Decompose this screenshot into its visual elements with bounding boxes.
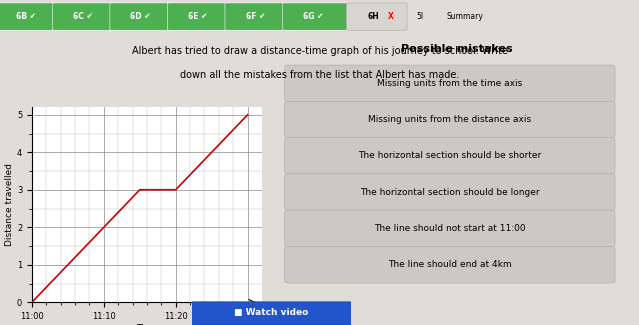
FancyBboxPatch shape bbox=[285, 101, 615, 138]
X-axis label: Time: Time bbox=[136, 324, 158, 325]
Text: The line should end at 4km: The line should end at 4km bbox=[388, 260, 512, 269]
Text: The line should not start at 11:00: The line should not start at 11:00 bbox=[374, 224, 526, 233]
Text: 5I: 5I bbox=[416, 12, 424, 21]
Text: Albert has tried to draw a distance-time graph of his journey to school. Write: Albert has tried to draw a distance-time… bbox=[132, 46, 507, 56]
Text: 6C ✔: 6C ✔ bbox=[73, 12, 93, 21]
Y-axis label: Distance travelled: Distance travelled bbox=[5, 163, 14, 246]
FancyBboxPatch shape bbox=[285, 65, 615, 102]
Text: 6F ✔: 6F ✔ bbox=[246, 12, 266, 21]
FancyBboxPatch shape bbox=[285, 246, 615, 283]
FancyBboxPatch shape bbox=[285, 210, 615, 247]
Text: Missing units from the distance axis: Missing units from the distance axis bbox=[368, 115, 532, 124]
FancyBboxPatch shape bbox=[110, 3, 177, 30]
Text: ■ Watch video: ■ Watch video bbox=[235, 308, 309, 317]
Text: down all the mistakes from the list that Albert has made.: down all the mistakes from the list that… bbox=[180, 70, 459, 80]
Text: 6B ✔: 6B ✔ bbox=[16, 12, 36, 21]
FancyBboxPatch shape bbox=[187, 302, 357, 325]
FancyBboxPatch shape bbox=[0, 3, 62, 30]
Text: The horizontal section should be shorter: The horizontal section should be shorter bbox=[358, 151, 541, 161]
FancyBboxPatch shape bbox=[282, 3, 350, 30]
Text: 6H: 6H bbox=[367, 12, 379, 21]
Text: Missing units from the time axis: Missing units from the time axis bbox=[377, 79, 523, 88]
FancyBboxPatch shape bbox=[225, 3, 292, 30]
FancyBboxPatch shape bbox=[285, 174, 615, 211]
FancyBboxPatch shape bbox=[52, 3, 119, 30]
Text: X: X bbox=[388, 12, 394, 21]
FancyBboxPatch shape bbox=[285, 137, 615, 174]
FancyBboxPatch shape bbox=[167, 3, 235, 30]
FancyBboxPatch shape bbox=[346, 3, 407, 30]
Text: 6D ✔: 6D ✔ bbox=[130, 12, 151, 21]
Text: Summary: Summary bbox=[446, 12, 483, 21]
Text: The horizontal section should be longer: The horizontal section should be longer bbox=[360, 188, 540, 197]
Text: 6E ✔: 6E ✔ bbox=[189, 12, 208, 21]
Text: Possible mistakes: Possible mistakes bbox=[401, 44, 512, 54]
Text: 6G ✔: 6G ✔ bbox=[303, 12, 323, 21]
